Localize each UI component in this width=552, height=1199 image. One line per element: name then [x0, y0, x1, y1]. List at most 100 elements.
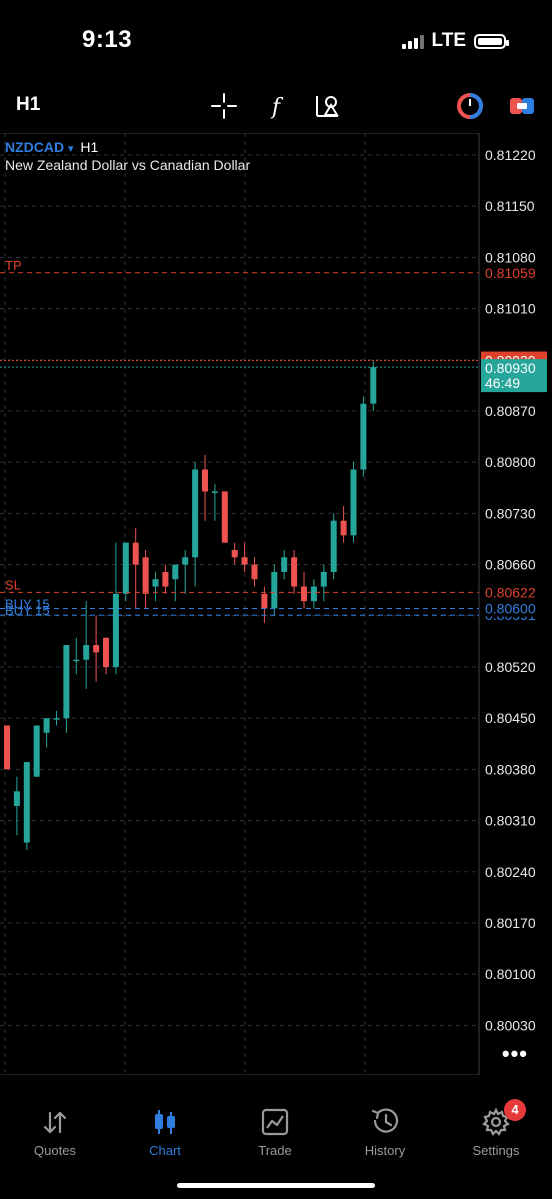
symbol-name[interactable]: NZDCAD — [5, 139, 65, 155]
price-axis-label: 0.80870 — [485, 403, 536, 419]
more-options-icon[interactable]: ••• — [501, 1041, 528, 1066]
bull-candle — [350, 469, 357, 536]
tab-quotes[interactable]: Quotes — [0, 1099, 110, 1158]
bar-countdown: 46:49 — [485, 375, 520, 391]
tab-history[interactable]: History — [330, 1099, 440, 1158]
price-axis-label: 0.80730 — [485, 505, 536, 521]
notification-badge: 4 — [504, 1099, 526, 1121]
symbol-dropdown-icon[interactable]: ▾ — [68, 143, 74, 155]
bull-candle — [281, 557, 288, 572]
bear-candle — [340, 520, 347, 536]
bull-candle — [112, 593, 119, 667]
quotes-icon — [43, 1111, 67, 1134]
tab-label: Settings — [472, 1143, 520, 1158]
bull-candle — [73, 659, 80, 662]
status-bar: 9:13 LTE — [0, 0, 552, 80]
signal-icon — [401, 33, 424, 49]
bull-candle — [360, 403, 367, 470]
price-axis-label: 0.80170 — [485, 915, 536, 931]
bull-candle — [152, 579, 159, 587]
chart-toolbar: H1 f — [0, 82, 552, 128]
bid-price-tag-bg — [481, 359, 547, 393]
bull-candle — [172, 564, 179, 580]
tab-label: Quotes — [34, 1143, 76, 1158]
bear-candle — [251, 564, 258, 580]
buy-price-tag-1: 0.80600 — [485, 600, 536, 616]
bear-candle — [241, 557, 248, 565]
price-axis-label: 0.80240 — [485, 864, 536, 880]
bottom-tab-bar: Quotes Chart Trade — [0, 1099, 552, 1199]
battery-icon — [474, 33, 509, 49]
bull-candle — [43, 718, 50, 733]
network-label: LTE — [431, 30, 466, 51]
bull-candle — [122, 542, 129, 594]
tab-label: Trade — [258, 1143, 292, 1158]
crosshair-icon[interactable] — [210, 92, 238, 120]
price-axis-label: 0.80100 — [485, 966, 536, 982]
bear-candle — [261, 593, 268, 609]
trade-order-icon[interactable] — [507, 91, 537, 121]
symbol-header[interactable]: NZDCAD ▾ H1 — [5, 139, 98, 155]
bull-candle — [63, 645, 70, 719]
tp-price-tag-bg — [481, 263, 547, 281]
history-icon — [371, 1108, 399, 1133]
bear-candle — [4, 725, 10, 770]
tab-label: History — [364, 1143, 406, 1158]
svg-text:f: f — [270, 95, 284, 120]
bull-candle — [211, 491, 218, 493]
price-axis-label: 0.81010 — [485, 301, 536, 317]
bull-candle — [192, 469, 199, 558]
candlestick-chart[interactable]: 0.812200.811500.810800.810100.809400.808… — [0, 133, 552, 1075]
bear-candle — [221, 491, 228, 543]
price-axis-label: 0.80310 — [485, 813, 536, 829]
bear-candle — [301, 586, 307, 602]
buy-label-1: BUY 15 — [5, 596, 50, 611]
tab-trade[interactable]: Trade — [220, 1099, 330, 1158]
one-click-trading-icon[interactable] — [455, 91, 485, 121]
bear-candle — [93, 645, 100, 653]
buy-price-tag-1-bg — [481, 599, 547, 617]
bull-candle — [271, 571, 278, 609]
bear-candle — [231, 549, 238, 558]
objects-icon[interactable] — [314, 92, 342, 120]
price-axis-label: 0.81220 — [485, 147, 536, 163]
buy-label-2: BUY 15 — [5, 603, 50, 618]
chart-area[interactable]: 0.812200.811500.810800.810100.809400.808… — [0, 133, 552, 1075]
chart-tab-icon — [155, 1110, 175, 1134]
bear-candle — [103, 637, 109, 667]
tab-settings[interactable]: Settings 4 — [441, 1099, 551, 1158]
bull-candle — [182, 557, 189, 565]
bull-candle — [33, 725, 40, 777]
sl-price-tag: 0.80622 — [485, 584, 536, 600]
price-axis-label: 0.80800 — [485, 454, 536, 470]
price-axis-label: 0.80660 — [485, 557, 536, 573]
symbol-description: New Zealand Dollar vs Canadian Dollar — [5, 157, 251, 173]
status-indicators: LTE — [401, 30, 509, 52]
tp-label: TP — [5, 258, 22, 273]
tab-label: Chart — [149, 1143, 181, 1158]
bull-candle — [23, 762, 30, 843]
bull-candle — [310, 586, 317, 602]
status-time: 9:13 — [82, 26, 133, 53]
chart-timeframe: H1 — [80, 139, 99, 155]
tab-chart[interactable]: Chart — [110, 1099, 220, 1158]
price-axis-label: 0.81150 — [485, 198, 535, 214]
price-axis-label: 0.81080 — [485, 249, 536, 265]
bear-candle — [162, 571, 169, 587]
home-indicator — [177, 1183, 375, 1188]
bear-candle — [202, 469, 208, 492]
bear-candle — [291, 557, 298, 587]
bull-candle — [53, 718, 60, 720]
timeframe-button[interactable]: H1 — [16, 94, 41, 115]
indicators-icon[interactable]: f — [262, 92, 290, 120]
bull-candle — [83, 645, 90, 660]
trade-icon — [261, 1108, 289, 1136]
sl-price-tag-bg — [481, 583, 547, 601]
price-axis-label: 0.80450 — [485, 710, 536, 726]
price-axis-label: 0.80380 — [485, 761, 536, 777]
bear-candle — [132, 542, 139, 565]
bull-candle — [13, 791, 20, 806]
price-axis-label: 0.80030 — [485, 1017, 536, 1033]
bull-candle — [320, 571, 327, 587]
tp-price-tag: 0.81059 — [485, 265, 536, 281]
